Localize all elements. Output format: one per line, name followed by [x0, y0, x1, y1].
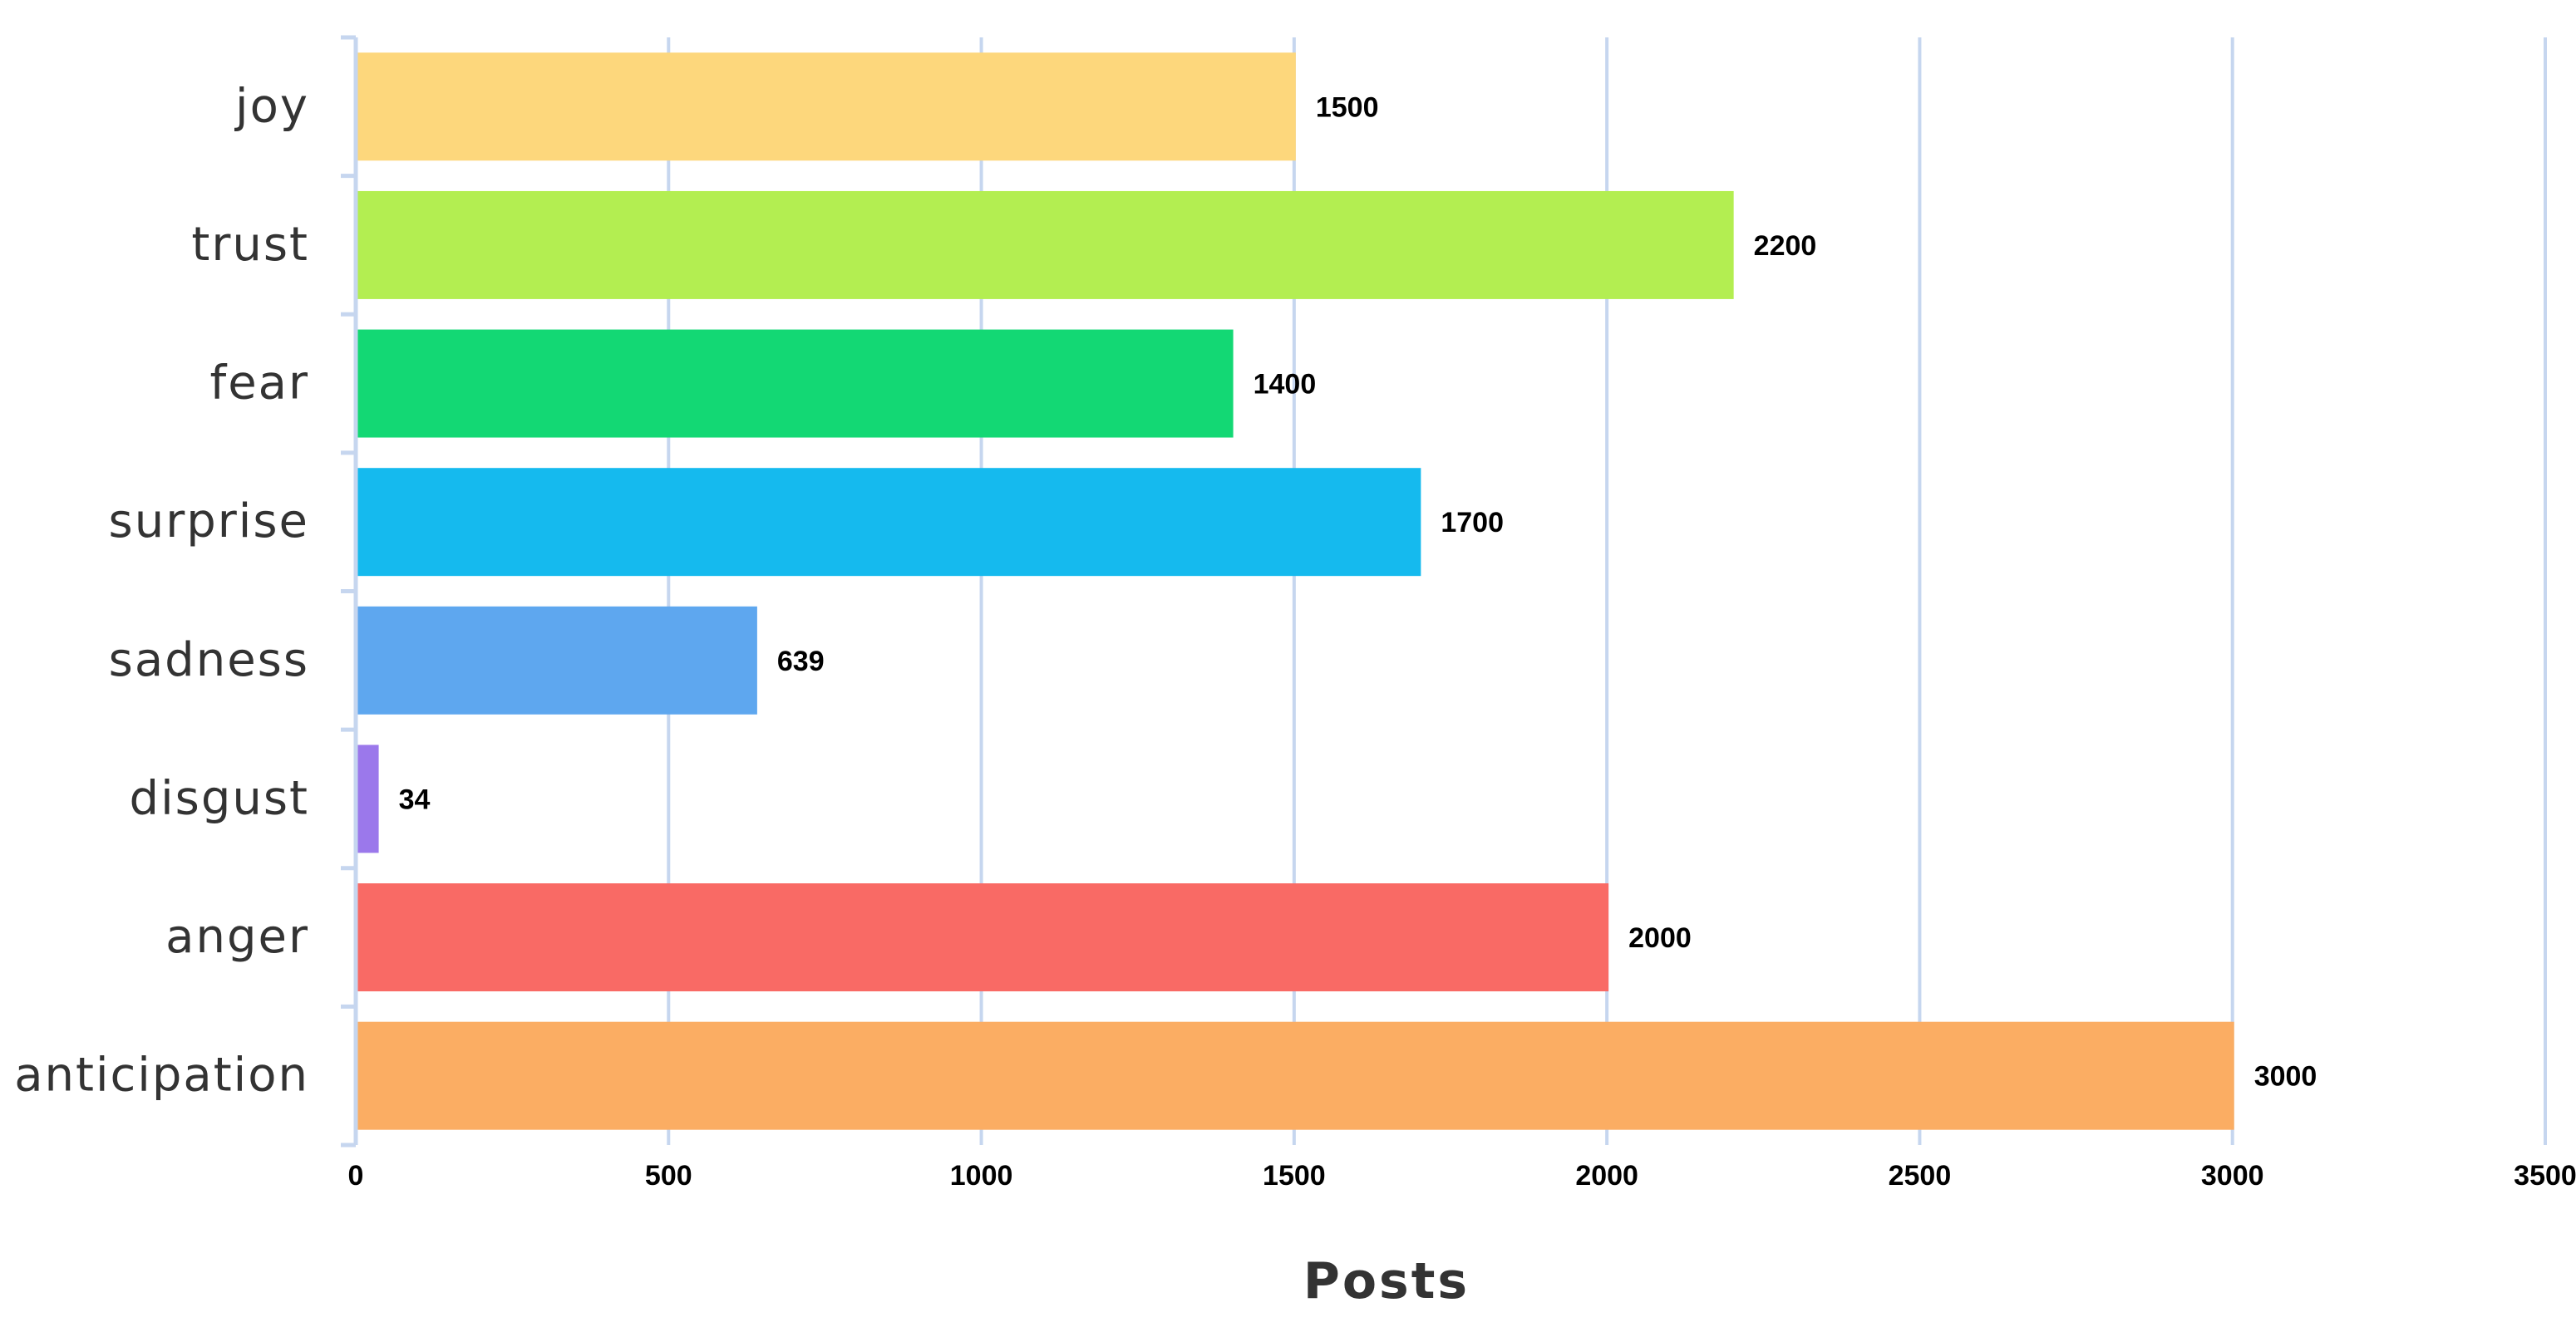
x-tick-label: 3000	[2201, 1160, 2264, 1192]
x-tick-label: 3500	[2514, 1160, 2576, 1192]
bar-fear	[357, 329, 1234, 438]
x-tick-label: 2000	[1575, 1160, 1638, 1192]
x-axis-title: Posts	[1303, 1252, 1470, 1310]
value-label-disgust: 34	[399, 784, 431, 815]
bar-joy	[357, 52, 1296, 161]
category-label-trust: trust	[191, 218, 309, 272]
value-label-surprise: 1700	[1441, 507, 1504, 538]
bar-anger	[357, 883, 1609, 992]
category-label-anger: anger	[165, 910, 309, 964]
x-tick-label: 1000	[950, 1160, 1013, 1192]
bar-anticipation	[357, 1021, 2234, 1130]
category-label-surprise: surprise	[109, 494, 309, 548]
value-label-anticipation: 3000	[2254, 1061, 2317, 1093]
bars	[357, 52, 2234, 1130]
bar-trust	[357, 190, 1734, 299]
x-tick-label: 1500	[1263, 1160, 1326, 1192]
value-label-anger: 2000	[1628, 922, 1692, 954]
category-label-joy: joy	[234, 79, 309, 133]
value-label-sadness: 639	[777, 646, 825, 677]
axes	[341, 35, 358, 1148]
value-label-fear: 1400	[1254, 369, 1317, 401]
x-tick-label: 2500	[1889, 1160, 1952, 1192]
value-label-joy: 1500	[1316, 91, 1379, 123]
labels: 0 500 1000 1500 2000 2500 3000 3500 joy 1500 trust…	[14, 79, 2576, 1192]
category-label-disgust: disgust	[130, 771, 309, 825]
x-tick-label: 500	[645, 1160, 692, 1192]
value-label-trust: 2200	[1754, 230, 1817, 262]
x-tick-label: 0	[348, 1160, 364, 1192]
bar-disgust	[357, 745, 379, 853]
category-label-sadness: sadness	[109, 633, 309, 687]
bar-surprise	[357, 468, 1421, 577]
category-label-anticipation: anticipation	[14, 1049, 309, 1103]
category-label-fear: fear	[209, 356, 309, 410]
bar-sadness	[357, 606, 757, 715]
